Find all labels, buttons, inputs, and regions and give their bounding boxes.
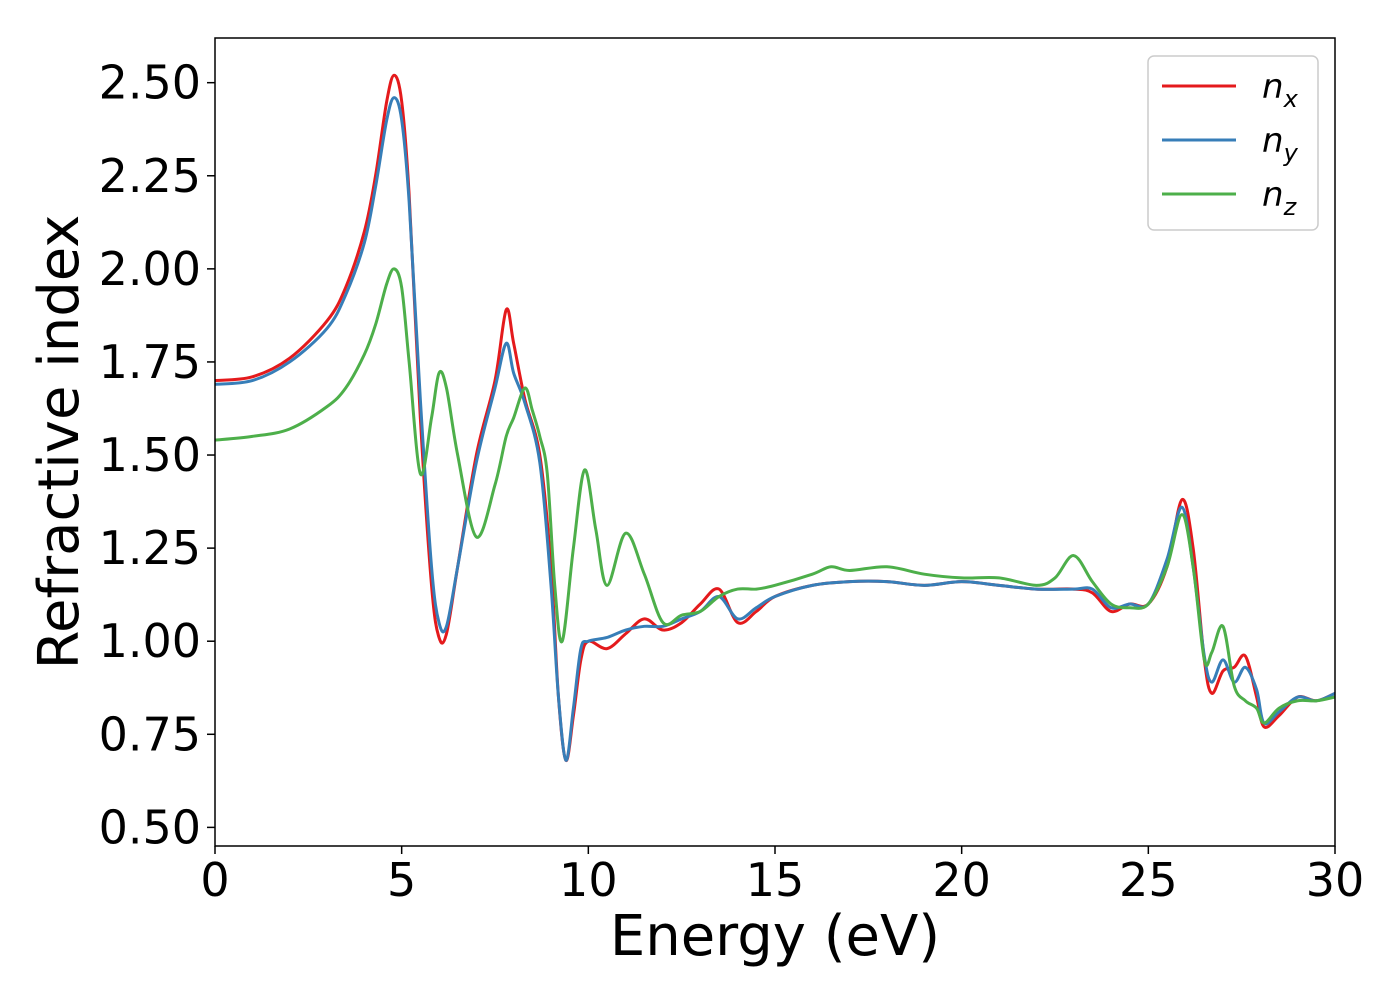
x-tick-label: 10 — [559, 853, 618, 907]
x-tick-label: 25 — [1119, 853, 1178, 907]
x-tick-label: 30 — [1306, 853, 1365, 907]
y-axis-title: Refractive index — [27, 215, 92, 670]
legend-box — [1147, 55, 1319, 231]
x-axis: 0 5 10 15 20 25 30 — [200, 846, 1364, 907]
y-tick-label: 2.00 — [99, 242, 201, 296]
legend-label-n-x: nx — [1262, 67, 1299, 113]
y-tick-label: 1.75 — [99, 335, 201, 389]
legend-label-n-z: nz — [1262, 175, 1298, 221]
y-tick-label: 2.50 — [99, 56, 201, 110]
series-line-n-z — [215, 267, 1335, 725]
y-tick-label: 1.00 — [99, 614, 201, 668]
y-tick-label: 1.25 — [99, 521, 201, 575]
plot-frame — [214, 37, 1336, 847]
legend-label-n-y: ny — [1262, 121, 1299, 167]
x-axis-title: Energy (eV) — [610, 904, 940, 969]
y-tick-label: 2.25 — [99, 149, 201, 203]
x-tick-label: 20 — [932, 853, 991, 907]
x-tick-label: 5 — [387, 853, 416, 907]
x-tick-label: 0 — [200, 853, 229, 907]
y-axis: 0.50 0.75 1.00 1.25 1.50 1.75 2.00 2.25 2.50 — [99, 56, 215, 854]
y-tick-label: 1.50 — [99, 428, 201, 482]
series-layer — [215, 73, 1335, 762]
legend: nx ny nz — [1147, 55, 1319, 231]
y-tick-label: 0.50 — [99, 800, 201, 854]
y-tick-label: 0.75 — [99, 707, 201, 761]
x-tick-label: 15 — [746, 853, 805, 907]
